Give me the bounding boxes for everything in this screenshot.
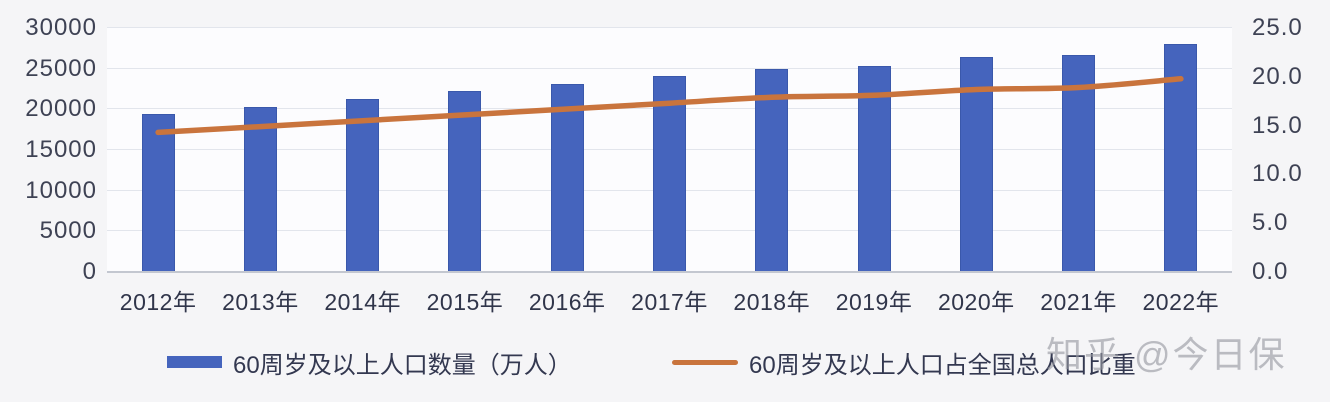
x-axis-label: 2022年 (1142, 289, 1220, 315)
x-axis-label: 2017年 (631, 289, 708, 315)
bar-2013年 (243, 107, 277, 272)
y-axis-tick-right: 10.0 (1252, 160, 1303, 188)
y-axis-tick-left: 0 (82, 258, 97, 285)
y-axis-tick-right: 15.0 (1252, 111, 1303, 139)
y-axis-tick-right: 0.0 (1252, 258, 1289, 285)
bar-2014年 (346, 99, 380, 272)
x-axis-label: 2020年 (937, 289, 1015, 315)
x-axis-label: 2016年 (528, 289, 606, 315)
x-axis-label: 2015年 (426, 289, 504, 315)
x-axis-line (107, 271, 1232, 273)
x-axis-label: 2013年 (222, 289, 299, 315)
y-axis-tick-left: 25000 (25, 54, 97, 82)
bar-2018年 (755, 69, 789, 272)
bar-2015年 (448, 91, 482, 272)
x-axis-label: 2014年 (324, 289, 401, 315)
bar-legend-label: 60周岁及以上人口数量（万人） (233, 351, 572, 379)
line-legend-label: 60周岁及以上人口占全国总人口比重 (749, 351, 1136, 379)
y-axis-tick-right: 25.0 (1252, 14, 1303, 41)
zhihu-watermark: 知乎 @今日保 (1046, 334, 1287, 375)
gridline (107, 67, 1232, 69)
y-axis-tick-left: 20000 (25, 95, 97, 123)
y-axis-tick-left: 5000 (39, 217, 97, 245)
legend-item-bar: 60周岁及以上人口数量（万人） (167, 344, 572, 380)
y-axis-tick-right: 5.0 (1252, 209, 1289, 237)
x-axis-label: 2012年 (119, 289, 197, 315)
x-axis-label: 2018年 (733, 289, 811, 315)
gridline (107, 27, 1232, 28)
bar-2017年 (653, 76, 686, 272)
line-series-layer (155, 76, 1184, 136)
bar-legend-swatch-icon (167, 356, 222, 368)
bar-2021年 (1062, 54, 1096, 272)
plot-area (107, 27, 1232, 273)
line-series-path (155, 76, 1184, 136)
line-legend-swatch-icon (672, 359, 738, 365)
y-axis-tick-left: 15000 (25, 136, 97, 163)
bar-2019年 (857, 65, 891, 272)
x-axis-label: 2019年 (835, 289, 913, 315)
legend-item-line: 60周岁及以上人口占全国总人口比重 (672, 344, 1136, 380)
bar-2012年 (141, 114, 175, 272)
bar-2016年 (550, 84, 584, 272)
x-axis-label: 2021年 (1040, 289, 1117, 315)
bar-2020年 (959, 57, 993, 272)
y-axis-tick-left: 10000 (25, 176, 97, 204)
y-axis-tick-left: 30000 (25, 14, 97, 41)
y-axis-tick-right: 20.0 (1252, 62, 1303, 90)
